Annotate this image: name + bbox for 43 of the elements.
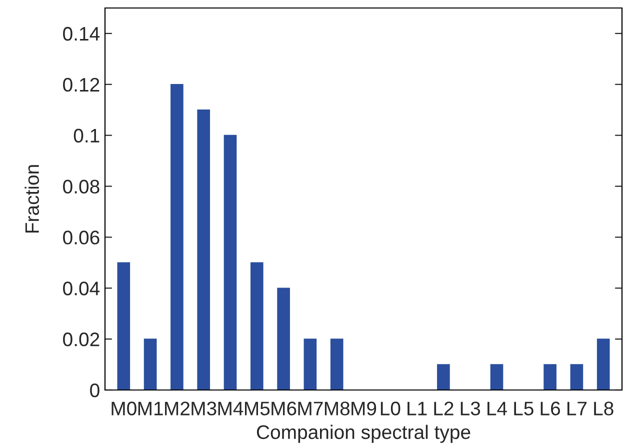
y-axis-title: Fraction [24, 165, 40, 233]
x-tick-label: M2 [165, 402, 190, 416]
x-tick-label: L5 [514, 402, 534, 416]
bar [437, 364, 450, 390]
bar [170, 84, 184, 390]
x-tick-label: M7 [298, 402, 323, 416]
bar [544, 364, 556, 390]
bar [250, 262, 264, 390]
bar [596, 338, 610, 390]
y-tick-label: 0.12 [63, 78, 100, 92]
x-tick-label: M3 [192, 402, 216, 416]
x-tick-label: L7 [567, 402, 587, 416]
bar [490, 364, 504, 390]
y-tick-label: 0.1 [74, 128, 100, 143]
x-tick-label: L1 [408, 402, 427, 416]
y-tick-label: 0 [90, 383, 100, 398]
y-tick-label: 0.06 [63, 230, 100, 244]
y-tick-label: 0.08 [63, 180, 100, 194]
x-tick-label: M9 [352, 402, 376, 416]
x-tick-label: M0 [112, 402, 136, 416]
x-tick-label: M1 [138, 402, 163, 416]
x-tick-label: L8 [594, 402, 614, 416]
x-tick-label: L3 [460, 402, 480, 416]
x-tick-label: L6 [540, 402, 560, 416]
bar [304, 338, 317, 390]
y-tick-label: 0.02 [63, 332, 100, 346]
x-tick-label: L0 [380, 402, 400, 416]
x-tick-label: M5 [244, 402, 270, 416]
x-tick-label: M8 [324, 402, 350, 416]
x-axis-title: Companion spectral type [256, 424, 470, 443]
bar [330, 338, 344, 390]
x-tick-label: L2 [434, 402, 454, 416]
bar [117, 262, 130, 390]
x-tick-label: L4 [488, 402, 507, 416]
x-tick-label: M4 [218, 402, 244, 416]
bar [197, 109, 210, 390]
bar [570, 364, 584, 390]
bar [144, 338, 157, 390]
x-tick-label: M6 [272, 402, 296, 416]
y-tick-label: 0.14 [63, 26, 100, 41]
y-tick-label: 0.04 [63, 282, 100, 296]
bar [224, 134, 237, 390]
bar [277, 288, 290, 390]
